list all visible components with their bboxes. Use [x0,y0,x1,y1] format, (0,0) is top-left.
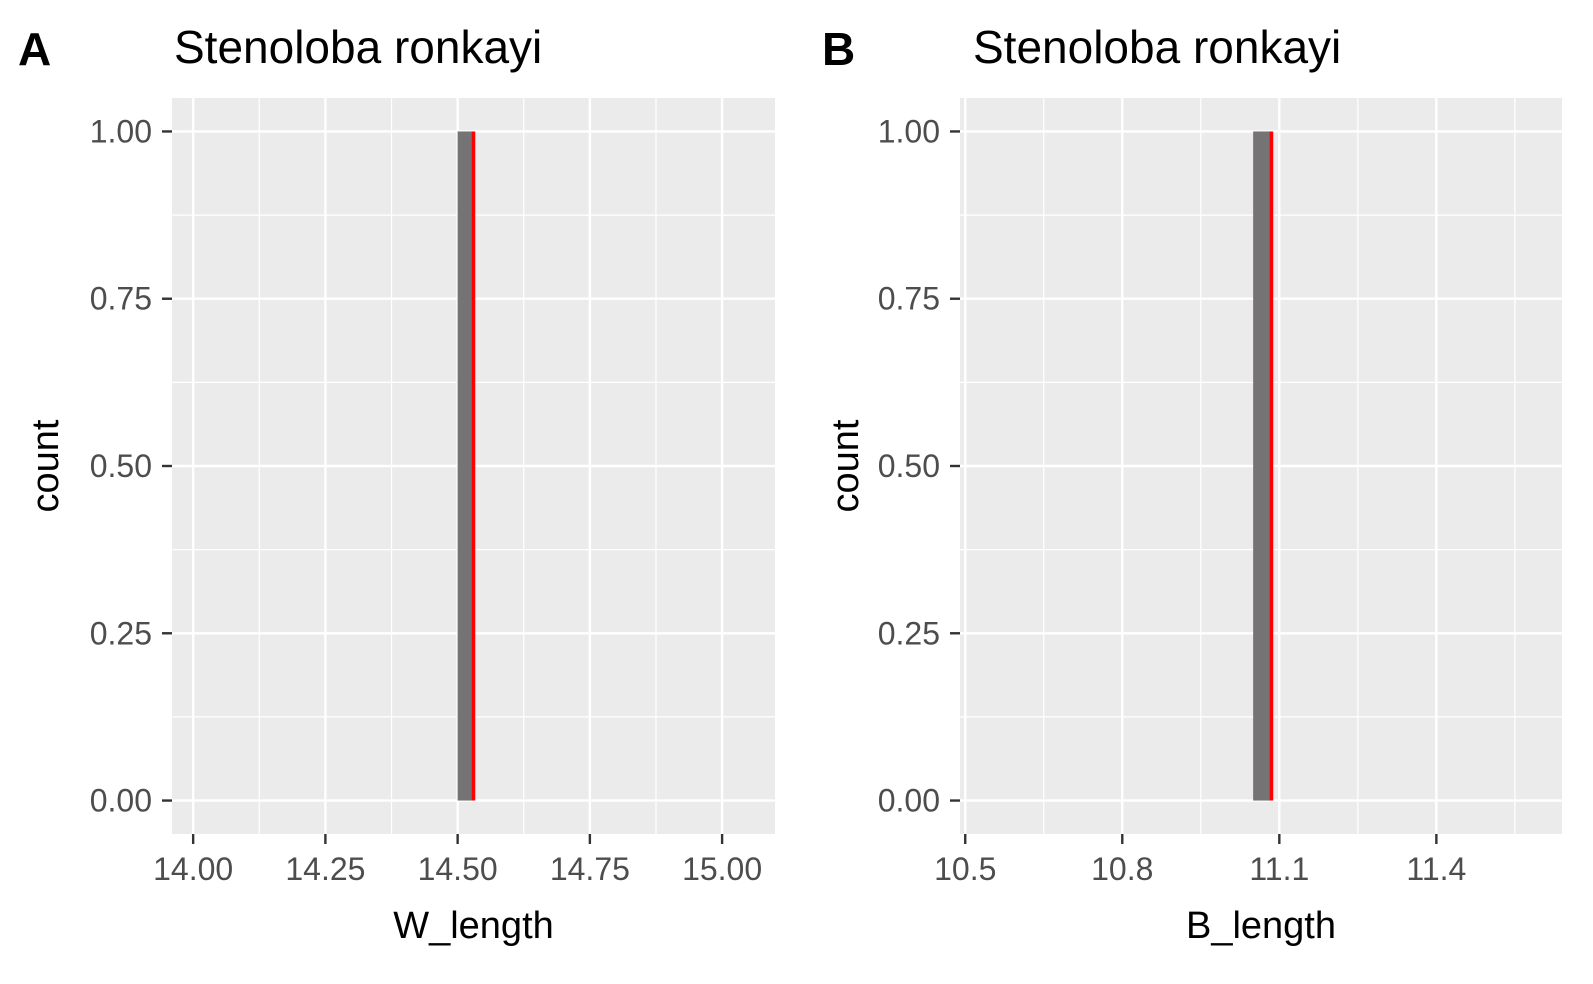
panel-a-y-tick-label: 0.00 [90,783,152,819]
panel-a-histogram-bar [457,131,474,801]
panel-b-histogram-bar [1253,131,1272,801]
panel-b-x-tick-label: 10.8 [1091,851,1153,887]
panel-b-x-tick-label: 11.4 [1406,851,1466,887]
panel-a-title: Stenoloba ronkayi [174,21,542,73]
panel-a-x-tick-label: 14.00 [153,851,233,887]
panel-b-x-axis-title: B_length [1186,905,1336,947]
panel-a-y-tick-label: 0.25 [90,615,152,651]
panel-b-y-axis-title: count [825,419,867,512]
panel-b-y-tick-label: 0.75 [878,281,940,317]
panel-a-tag: A [18,23,51,75]
panel-a-y-tick-label: 1.00 [90,113,152,149]
panel-a-y-tick-label: 0.75 [90,281,152,317]
panel-b-y-tick-label: 0.00 [878,783,940,819]
panel-b-tag: B [822,23,855,75]
panel-a-x-tick-label: 14.50 [418,851,498,887]
panel-b-y-tick-label: 0.25 [878,615,940,651]
panel-a-x-tick-label: 14.25 [285,851,365,887]
panel-b-y-tick-label: 1.00 [878,113,940,149]
panel-a-y-tick-label: 0.50 [90,448,152,484]
panel-a-x-tick-label: 14.75 [550,851,630,887]
panel-b-x-tick-label: 10.5 [934,851,996,887]
panel-b-title: Stenoloba ronkayi [973,21,1341,73]
panel-b-y-tick-label: 0.50 [878,448,940,484]
panel-b-x-tick-label: 11.1 [1249,851,1309,887]
panel-a-x-tick-label: 15.00 [682,851,762,887]
panel-a-y-axis-title: count [25,419,67,512]
panel-a-x-axis-title: W_length [393,905,554,947]
